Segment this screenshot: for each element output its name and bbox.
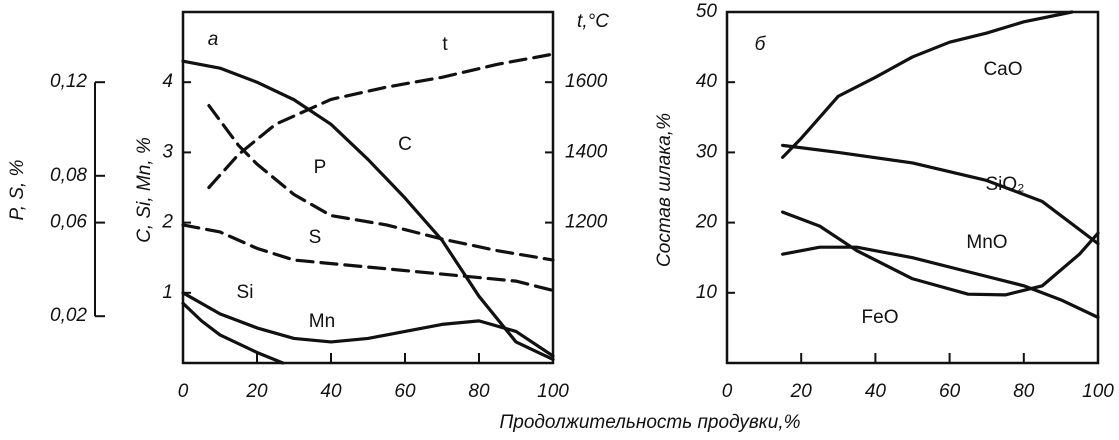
data-line (207, 103, 555, 262)
series-label: CaO (983, 59, 1022, 80)
x-tick-label: 40 (320, 381, 342, 402)
panel-label: б (755, 34, 767, 55)
series-label: P (314, 157, 327, 178)
y3-axis-label: t,°C (577, 11, 609, 32)
y-axis-label: C, Si, Mn, % (134, 137, 155, 243)
data-line (781, 143, 1100, 246)
x-tick-label: 0 (722, 381, 733, 402)
x-tick-label: 100 (537, 381, 569, 402)
y2-tick-label: 0,12 (50, 71, 87, 92)
series-label: S (309, 227, 322, 248)
data-line (181, 291, 555, 358)
series-label: Si (237, 282, 254, 303)
plot-frame (725, 10, 1100, 365)
y-axis-label: Состав шлака,% (654, 113, 675, 267)
series-label: t (442, 34, 448, 55)
x-tick-label: 20 (245, 381, 268, 402)
series-label: MnO (966, 232, 1007, 253)
y-tick-label: 1 (162, 282, 173, 303)
y3-tick-label: 1400 (565, 141, 608, 162)
x-tick-label: 20 (790, 381, 813, 402)
data-line (781, 10, 1074, 159)
x-tick-label: 80 (1013, 381, 1035, 402)
data-line (181, 301, 285, 365)
x-tick-label: 40 (865, 381, 887, 402)
y-tick-label: 2 (161, 212, 173, 233)
y-tick-label: 30 (696, 141, 718, 162)
y3-tick-label: 1200 (565, 212, 608, 233)
y2-tick-label: 0,08 (50, 165, 87, 186)
series-label: SiO₂ (985, 174, 1024, 195)
x-tick-label: 60 (939, 381, 961, 402)
data-line (181, 223, 555, 293)
y-tick-label: 50 (696, 1, 718, 22)
series-label: Mn (309, 311, 335, 332)
x-tick-label: 60 (394, 381, 416, 402)
y-tick-label: 20 (695, 212, 718, 233)
series-label: C (398, 134, 412, 155)
data-line (781, 210, 1100, 297)
y3-tick-label: 1600 (565, 71, 608, 92)
x-tick-label: 0 (178, 381, 189, 402)
data-line (181, 59, 555, 362)
y-tick-label: 4 (162, 71, 173, 92)
y2-axis-label: P, S, % (7, 159, 28, 220)
y2-tick-label: 0,06 (50, 212, 87, 233)
plot-frame (181, 10, 555, 365)
x-tick-label: 80 (468, 381, 490, 402)
series-label: FeO (862, 307, 899, 328)
x-tick-label: 100 (1082, 381, 1114, 402)
panel-label: а (208, 29, 219, 50)
y-tick-label: 10 (696, 282, 718, 303)
y-tick-label: 40 (696, 71, 718, 92)
y2-tick-label: 0,02 (50, 305, 87, 326)
data-line (781, 245, 1100, 319)
y-tick-label: 3 (162, 141, 173, 162)
x-axis-label: Продолжительность продувки,% (499, 412, 800, 433)
